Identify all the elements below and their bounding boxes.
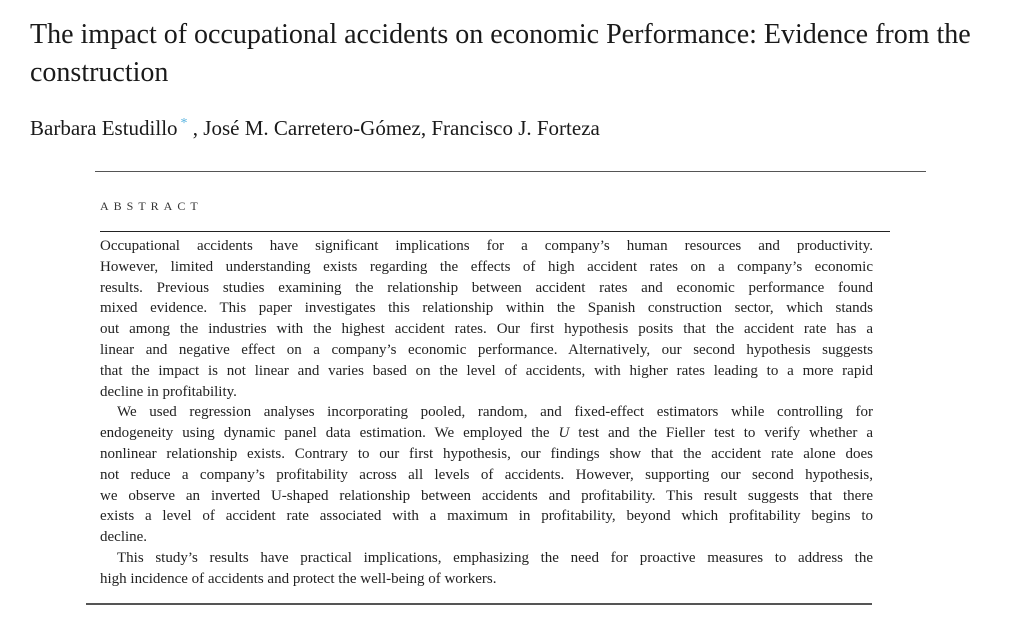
author-name[interactable]: José M. Carretero-Gómez (203, 116, 421, 140)
abstract-line: linear and negative effect on a company’… (100, 341, 873, 358)
abstract-heading: ABSTRACT (100, 199, 203, 213)
abstract-line: high incidence of accidents and protect … (100, 570, 497, 587)
abstract-line: endogeneity using dynamic panel data est… (100, 425, 873, 442)
abstract-line: decline. (100, 529, 148, 546)
abstract-bottom-divider (86, 603, 872, 605)
abstract-line: that the impact is not linear and varies… (100, 362, 873, 379)
abstract-paragraph: We used regression analyses incorporatin… (100, 402, 873, 548)
abstract-line: This study’s results have practical impl… (117, 549, 873, 566)
author-list: Barbara Estudillo * , José M. Carretero-G… (30, 116, 600, 141)
article-title: The impact of occupational accidents on … (30, 19, 971, 88)
author-separator: , (420, 116, 432, 140)
abstract-line: not reduce a company’s profitability acr… (100, 466, 873, 483)
author-name[interactable]: Barbara Estudillo (30, 116, 178, 140)
corresponding-author-mark[interactable]: * (180, 116, 188, 131)
abstract-body: Occupational accidents have significant … (100, 236, 873, 590)
abstract-paragraph: This study’s results have practical impl… (100, 548, 873, 590)
author-separator: , (187, 116, 204, 140)
abstract-line: out among the industries with the highes… (100, 321, 873, 338)
abstract-line: mixed evidence. This paper investigates … (100, 300, 873, 317)
abstract-line: results. Previous studies examining the … (100, 279, 873, 296)
abstract-line: we observe an inverted U-shaped relation… (100, 487, 873, 504)
abstract-line: We used regression analyses incorporatin… (117, 404, 873, 421)
abstract-line: decline in profitability. (100, 383, 237, 400)
abstract-line: nonlinear relationship exists. Contrary … (100, 445, 873, 462)
abstract-paragraph: Occupational accidents have significant … (100, 236, 873, 402)
author-name[interactable]: Francisco J. Forteza (431, 116, 600, 140)
header-divider (95, 171, 926, 172)
abstract-divider (100, 231, 890, 232)
abstract-line: However, limited understanding exists re… (100, 258, 873, 275)
abstract-line: Occupational accidents have significant … (100, 238, 873, 254)
abstract-line: exists a level of accident rate associat… (100, 508, 873, 525)
